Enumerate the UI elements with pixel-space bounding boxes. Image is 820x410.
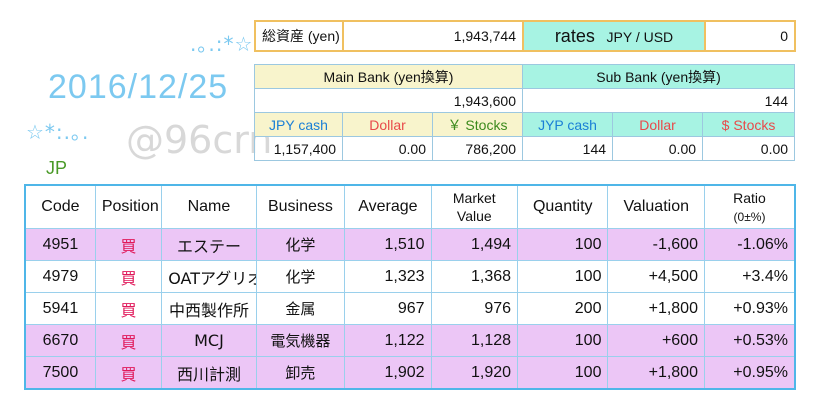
row-position: 買 [94, 228, 163, 261]
row-average: 1,510 [344, 228, 432, 261]
row-name: 中西製作所 [161, 292, 257, 325]
ratio-header: Ratio (0±%) [703, 184, 796, 229]
row-position: 買 [94, 292, 163, 325]
holdings-table: Code Position Name Business Average Mark… [24, 184, 796, 390]
row-market-value: 1,494 [430, 228, 519, 261]
row-name: 西川計測 [161, 356, 257, 390]
row-ratio: +0.95% [703, 356, 796, 390]
sub-stocks-value: 0.00 [702, 136, 796, 161]
row-market-value: 1,368 [430, 260, 519, 293]
table-row: 7500 買 西川計測 卸売 1,902 1,920 100 +1,800 +0… [24, 356, 796, 390]
sub-jpy-cash-value: 144 [522, 136, 614, 161]
row-name: OATアグリオ [161, 260, 257, 293]
sub-dollar-header: Dollar [612, 112, 704, 137]
sub-jpy-cash-header: JYP cash [522, 112, 614, 137]
watermark: @96crn [126, 118, 273, 162]
row-business: 化学 [255, 228, 346, 261]
row-name: エステー [161, 228, 257, 261]
row-position: 買 [94, 324, 163, 357]
row-ratio: -1.06% [703, 228, 796, 261]
rates-value: 0 [704, 20, 796, 52]
row-valuation: +1,800 [607, 292, 705, 325]
row-code: 6670 [24, 324, 96, 357]
row-quantity: 200 [517, 292, 609, 325]
sub-bank-title: Sub Bank (yen換算) [522, 64, 796, 89]
summary-table: 総資産 (yen) 1,943,744 rates JPY / USD 0 [254, 20, 796, 52]
rates-cell: rates JPY / USD [522, 20, 706, 52]
sparkle-decoration-bottom: ☆*:.｡. [26, 120, 90, 144]
row-position: 買 [94, 260, 163, 293]
row-valuation: +600 [607, 324, 705, 357]
row-quantity: 100 [517, 324, 609, 357]
table-row: 4951 買 エステー 化学 1,510 1,494 100 -1,600 -1… [24, 228, 796, 261]
row-valuation: +1,800 [607, 356, 705, 390]
sparkle-decoration-top: .｡.:*☆ [190, 32, 254, 56]
row-quantity: 100 [517, 228, 609, 261]
row-code: 7500 [24, 356, 96, 390]
business-header: Business [255, 184, 346, 229]
total-assets-value: 1,943,744 [342, 20, 524, 52]
total-assets-label: 総資産 (yen) [254, 20, 344, 52]
holdings-header-row: Code Position Name Business Average Mark… [24, 184, 796, 229]
ratio-header-line2: (0±%) [733, 209, 766, 224]
row-quantity: 100 [517, 356, 609, 390]
row-ratio: +0.53% [703, 324, 796, 357]
main-bank-title: Main Bank (yen換算) [253, 64, 524, 89]
row-position: 買 [94, 356, 163, 390]
row-valuation: -1,600 [607, 228, 705, 261]
main-stocks-value: 786,200 [431, 136, 524, 161]
row-average: 1,902 [344, 356, 432, 390]
average-header: Average [344, 184, 432, 229]
sub-dollar-value: 0.00 [612, 136, 704, 161]
rates-label: rates [554, 25, 595, 46]
row-business: 化学 [255, 260, 346, 293]
main-stocks-header: ￥ Stocks [431, 112, 524, 137]
row-ratio: +3.4% [703, 260, 796, 293]
row-code: 5941 [24, 292, 96, 325]
valuation-header: Valuation [607, 184, 705, 229]
name-header: Name [161, 184, 257, 229]
report-date: 2016/12/25 [48, 68, 229, 106]
market-value-header-line1: Market [452, 190, 496, 206]
row-code: 4951 [24, 228, 96, 261]
row-business: 電気機器 [255, 324, 346, 357]
market-value-header: Market Value [430, 184, 519, 229]
row-valuation: +4,500 [607, 260, 705, 293]
quantity-header: Quantity [517, 184, 609, 229]
main-jpy-cash-value: 1,157,400 [254, 136, 343, 161]
row-code: 4979 [24, 260, 96, 293]
table-row: 4979 買 OATアグリオ 化学 1,323 1,368 100 +4,500… [24, 260, 796, 293]
rates-pair: JPY / USD [606, 28, 674, 45]
main-jpy-cash-header: JPY cash [254, 112, 343, 137]
bank-table: Main Bank (yen換算) Sub Bank (yen換算) 1,943… [253, 64, 796, 161]
table-row: 5941 買 中西製作所 金属 967 976 200 +1,800 +0.93… [24, 292, 796, 325]
row-market-value: 1,920 [430, 356, 519, 390]
row-ratio: +0.93% [703, 292, 796, 325]
row-market-value: 976 [430, 292, 519, 325]
row-quantity: 100 [517, 260, 609, 293]
table-row: 6670 買 MCJ 電気機器 1,122 1,128 100 +600 +0.… [24, 324, 796, 357]
country-label: JP [46, 158, 68, 178]
position-header: Position [94, 184, 163, 229]
row-market-value: 1,128 [430, 324, 519, 357]
row-business: 卸売 [255, 356, 346, 390]
main-dollar-value: 0.00 [342, 136, 433, 161]
row-business: 金属 [255, 292, 346, 325]
row-average: 1,122 [344, 324, 432, 357]
row-average: 967 [344, 292, 432, 325]
main-bank-total: 1,943,600 [253, 88, 524, 113]
main-dollar-header: Dollar [342, 112, 433, 137]
sub-bank-total: 144 [522, 88, 796, 113]
row-average: 1,323 [344, 260, 432, 293]
ratio-header-line1: Ratio [733, 189, 766, 206]
code-header: Code [24, 184, 96, 229]
row-name: MCJ [161, 324, 257, 357]
sub-stocks-header: $ Stocks [702, 112, 796, 137]
market-value-header-line2: Value [456, 208, 492, 224]
